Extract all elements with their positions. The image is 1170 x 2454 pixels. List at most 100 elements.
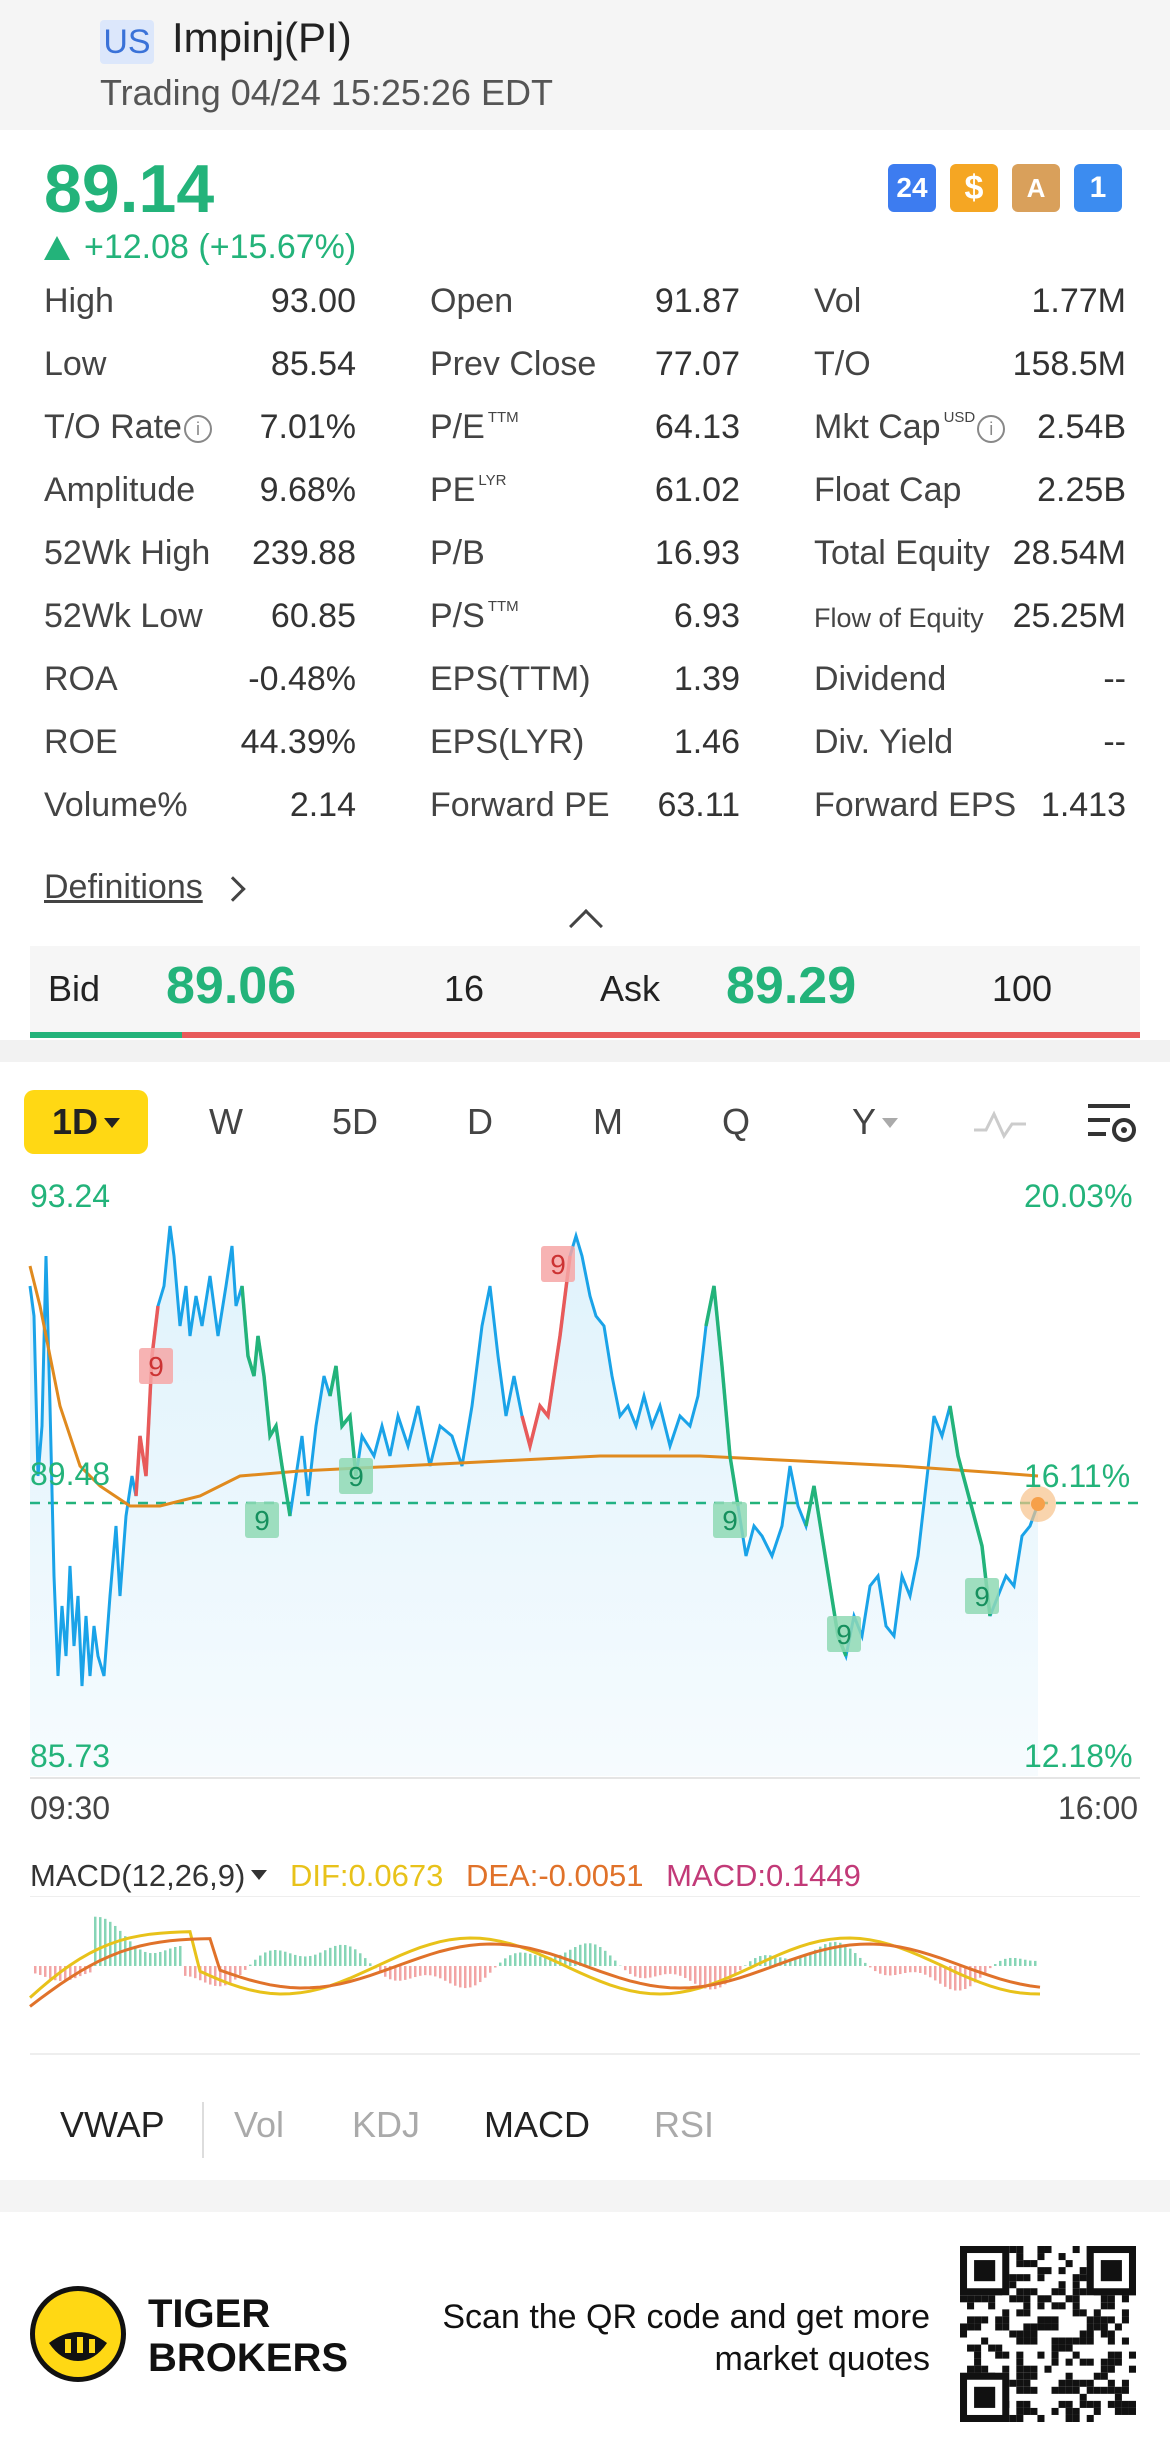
stat-label-text: T/O Rate: [44, 408, 182, 446]
caret-down-icon[interactable]: [251, 1870, 268, 1880]
macd-bar: [339, 1944, 342, 1966]
stat-label-text: Dividend: [814, 660, 947, 698]
stat-label-text: Forward EPS: [814, 786, 1017, 824]
stat-value: 44.39%: [240, 723, 356, 761]
macd-bar: [149, 1953, 152, 1966]
stat-value: 1.46: [673, 723, 740, 761]
chart-settings-icon[interactable]: [1084, 1098, 1140, 1146]
stat-value: --: [1103, 723, 1126, 761]
info-icon[interactable]: i: [977, 415, 1006, 443]
tab-y[interactable]: Y: [840, 1090, 910, 1154]
signal-marker-label: 9: [348, 1461, 364, 1492]
stat-label: P/S TTM: [430, 597, 519, 636]
macd-bar: [189, 1966, 192, 1977]
signal-segment: [240, 1285, 292, 1517]
tab-w[interactable]: W: [209, 1101, 243, 1142]
tab-kdj[interactable]: KDJ: [352, 2104, 421, 2145]
signal-marker: 9: [965, 1578, 999, 1614]
macd-bar: [239, 1966, 242, 1976]
price-area: [30, 1226, 1038, 1776]
macd-bar: [579, 1944, 582, 1966]
macd-bar: [699, 1966, 702, 1987]
macd-bar: [759, 1956, 762, 1966]
stat-label: Volume%: [44, 786, 188, 825]
lightning-icon[interactable]: 1: [1074, 164, 1122, 212]
macd-bar: [444, 1966, 447, 1981]
macd-bar: [369, 1963, 372, 1966]
macd-bar: [254, 1959, 257, 1966]
stat-value: 6.93: [673, 597, 740, 635]
macd-selector[interactable]: MACD(12,26,9): [30, 1858, 246, 1893]
stat-label: Flow of Equity: [814, 597, 984, 636]
chevron-up-icon[interactable]: [569, 909, 603, 943]
macd-bar: [489, 1966, 492, 1973]
time-start: 09:30: [30, 1790, 111, 1826]
macd-chart[interactable]: [0, 1896, 1170, 2056]
price-change: +12.08 (+15.67%): [44, 228, 356, 267]
info-icon[interactable]: i: [183, 415, 212, 443]
macd-bar: [174, 1946, 177, 1966]
macd-bar: [449, 1966, 452, 1984]
macd-bar: [1019, 1958, 1022, 1966]
stat-row: ROA -0.48% EPS(TTM) 1.39 Dividend --: [44, 660, 1126, 723]
tab-d[interactable]: D: [467, 1101, 493, 1142]
y-axis-mid: 89.48: [30, 1456, 111, 1492]
tab-macd[interactable]: MACD: [484, 2104, 590, 2145]
qr-code-icon[interactable]: [960, 2246, 1136, 2422]
average-price-line: [28, 1265, 1039, 1508]
macd-dif: DIF:0.0673: [289, 1858, 444, 1893]
tab-y-label: Y: [851, 1101, 876, 1142]
definitions-link[interactable]: Definitions: [44, 868, 203, 906]
macd-bar: [324, 1950, 327, 1966]
brand-line-2: BROKERS: [148, 2336, 349, 2380]
stat-label: Amplitude: [44, 471, 195, 510]
tab-m[interactable]: M: [593, 1101, 623, 1142]
tab-5d[interactable]: 5D: [331, 1101, 379, 1142]
macd-bar: [74, 1966, 77, 1979]
stat-label-text: Prev Close: [430, 345, 597, 383]
macd-bar: [479, 1966, 482, 1983]
tab-1d[interactable]: 1D: [24, 1090, 148, 1154]
macd-bar: [164, 1950, 167, 1966]
macd-bar: [929, 1966, 932, 1978]
stat-label-text: Amplitude: [44, 471, 196, 509]
macd-bar: [689, 1966, 692, 1981]
stat-value: 1.413: [1040, 786, 1126, 824]
macd-bar: [789, 1958, 792, 1966]
chevron-right-icon[interactable]: [220, 876, 246, 902]
stat-value: 85.54: [270, 345, 356, 383]
stat-label: Total Equity: [814, 534, 990, 573]
stat-value: 60.85: [270, 597, 356, 635]
stat-label: Dividend: [814, 660, 946, 699]
chart-style-icon[interactable]: [972, 1102, 1028, 1142]
stat-label: P/B: [430, 534, 485, 573]
ask-price: 89.29: [726, 957, 857, 1015]
macd-bar: [264, 1952, 267, 1966]
macd-bar: [934, 1966, 937, 1981]
brand-name: TIGER BROKERS: [148, 2292, 348, 2380]
dollar-icon[interactable]: $: [950, 164, 998, 212]
intraday-chart[interactable]: 9 9 9 9 9 9 9: [0, 1176, 1170, 1816]
feature-badges: 24 $ A 1: [888, 164, 1122, 212]
macd-bar: [499, 1962, 502, 1966]
stat-label-text: EPS(LYR): [430, 723, 585, 761]
macd-bar: [274, 1949, 277, 1966]
caret-down-icon: [882, 1118, 898, 1128]
tab-vol[interactable]: Vol: [234, 2104, 285, 2145]
macd-bar: [184, 1966, 187, 1976]
stat-label: P/E TTM: [430, 408, 519, 447]
tab-rsi[interactable]: RSI: [654, 2104, 715, 2145]
macd-bar: [474, 1966, 477, 1986]
stat-label: T/O Rate i: [44, 408, 212, 447]
tab-vwap[interactable]: VWAP: [60, 2104, 165, 2145]
stack-icon[interactable]: A: [1012, 164, 1060, 212]
signal-segment: [328, 1365, 358, 1477]
tab-q[interactable]: Q: [721, 1101, 750, 1142]
24h-trading-icon[interactable]: 24: [888, 164, 936, 212]
macd-bar: [314, 1954, 317, 1966]
stat-label-superscript: USD: [943, 409, 976, 426]
signal-marker-label: 9: [148, 1351, 164, 1382]
macd-bar: [899, 1966, 902, 1975]
macd-bar: [639, 1966, 642, 1978]
macd-bar: [159, 1951, 162, 1966]
